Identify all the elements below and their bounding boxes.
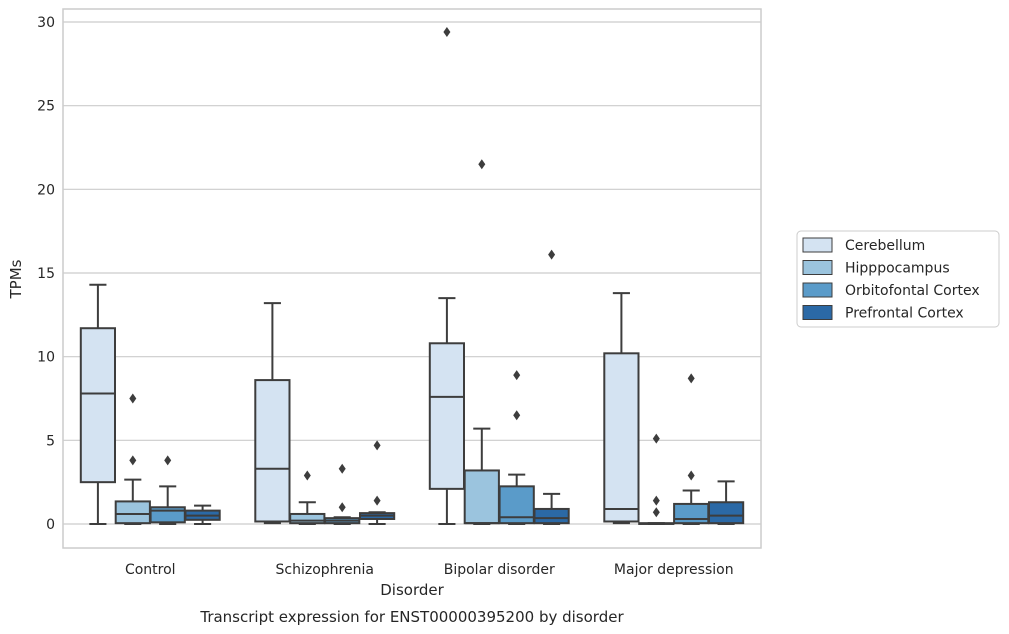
box-prefrontal-cortex	[184, 504, 221, 525]
iqr-box	[149, 506, 186, 524]
outlier-point	[652, 507, 660, 518]
box-orbitofontal-cortex	[498, 370, 535, 525]
box-cerebellum	[79, 283, 117, 525]
legend-swatch	[802, 237, 833, 253]
legend-swatch	[802, 282, 833, 298]
y-tick-label: 5	[46, 433, 55, 449]
x-axis-ticks: Control Schizophrenia Bipolar disorder Majo…	[125, 562, 734, 578]
legend-label: Cerebellum	[845, 238, 925, 254]
legend-label: Prefrontal Cortex	[845, 306, 964, 322]
outlier-point	[443, 27, 451, 38]
legend-frame	[796, 230, 1000, 328]
y-tick-label: 25	[37, 99, 55, 115]
legend-swatch	[802, 260, 833, 275]
outlier-point	[478, 159, 486, 170]
y-tick-label: 30	[37, 15, 55, 31]
iqr-box	[463, 469, 500, 525]
y-axis-label: TPMs	[7, 259, 25, 299]
box-prefrontal-cortex	[358, 440, 396, 525]
outlier-point	[373, 495, 381, 506]
x-tick-label: Major depression	[614, 562, 734, 578]
y-tick-label: 10	[37, 350, 55, 366]
outlier-point	[338, 463, 346, 474]
box-group	[79, 283, 221, 525]
gridlines	[63, 21, 761, 525]
x-tick-label: Schizophrenia	[276, 562, 374, 578]
outlier-point	[513, 370, 521, 381]
box-prefrontal-cortex	[707, 480, 745, 525]
outlier-point	[513, 410, 521, 421]
outlier-point	[548, 249, 556, 260]
iqr-box	[428, 342, 466, 490]
x-axis-label: Disorder	[380, 581, 444, 599]
box-hipppocampus	[463, 159, 500, 525]
outlier-point	[129, 393, 137, 404]
chart-caption: Transcript expression for ENST0000039520…	[199, 608, 624, 626]
box-group	[254, 302, 396, 525]
iqr-box	[114, 500, 151, 525]
iqr-box	[254, 379, 291, 523]
iqr-box	[289, 512, 326, 525]
legend-label: Hipppocampus	[845, 261, 950, 277]
legend-label: Orbitofontal Cortex	[845, 283, 980, 299]
box-group	[428, 27, 570, 525]
iqr-box	[533, 507, 570, 525]
box-orbitofontal-cortex	[149, 455, 186, 525]
y-tick-label: 15	[37, 266, 55, 282]
box-orbitofontal-cortex	[673, 373, 710, 525]
box-groups	[79, 27, 745, 525]
iqr-box	[673, 502, 710, 525]
x-tick-label: Bipolar disorder	[444, 562, 555, 578]
box-cerebellum	[254, 302, 291, 525]
box-hipppocampus	[638, 433, 675, 525]
y-tick-label: 0	[46, 517, 55, 533]
outlier-point	[687, 470, 695, 481]
y-axis-ticks: 0 5 10 15 20 25 30	[37, 15, 55, 533]
legend-swatch	[802, 305, 833, 320]
box-cerebellum	[603, 292, 640, 525]
box-hipppocampus	[289, 470, 326, 525]
outlier-point	[129, 455, 137, 466]
outlier-point	[652, 495, 660, 506]
outlier-point	[687, 373, 695, 384]
box-hipppocampus	[114, 393, 151, 525]
x-tick-label: Control	[125, 562, 176, 578]
legend: Cerebellum Hipppocampus Orbitofontal Corte…	[796, 230, 1000, 328]
box-group	[603, 292, 745, 525]
outlier-point	[373, 440, 381, 451]
plot-area	[62, 8, 762, 549]
iqr-box	[603, 352, 640, 523]
box-orbitofontal-cortex	[324, 463, 361, 525]
box-cerebellum	[428, 27, 466, 525]
y-tick-label: 20	[37, 182, 55, 198]
outlier-point	[338, 502, 346, 513]
outlier-point	[303, 470, 311, 481]
iqr-box	[79, 327, 117, 484]
iqr-box	[707, 501, 745, 525]
box-prefrontal-cortex	[533, 249, 570, 525]
outlier-point	[652, 433, 660, 444]
outlier-point	[164, 455, 172, 466]
